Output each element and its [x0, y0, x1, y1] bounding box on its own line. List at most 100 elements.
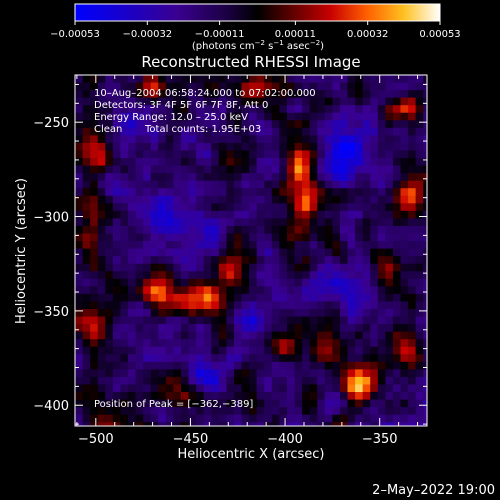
- heatmap-cell: [415, 112, 424, 121]
- heatmap-cell: [423, 158, 427, 167]
- heatmap-cell: [392, 392, 402, 401]
- heatmap-cell: [105, 324, 114, 333]
- heatmap-cell: [150, 384, 159, 393]
- heatmap-cell: [90, 331, 99, 340]
- heatmap-cell: [188, 120, 197, 129]
- heatmap-cell: [188, 278, 197, 287]
- heatmap-cell: [385, 271, 394, 280]
- heatmap-cell: [385, 278, 394, 287]
- heatmap-cell: [279, 361, 288, 370]
- heatmap-cell: [196, 384, 205, 393]
- heatmap-cell: [377, 399, 386, 408]
- heatmap-cell: [408, 263, 417, 272]
- heatmap-cell: [127, 180, 137, 189]
- heatmap-cell: [158, 218, 167, 227]
- heatmap-cell: [112, 150, 122, 159]
- heatmap-cell: [347, 263, 356, 272]
- heatmap-cell: [180, 376, 190, 386]
- heatmap-cell: [105, 316, 114, 325]
- heatmap-cell: [400, 188, 409, 197]
- heatmap-cell: [165, 233, 175, 242]
- heatmap-cell: [392, 271, 402, 280]
- heatmap-cell: [347, 225, 356, 235]
- heatmap-cell: [286, 210, 296, 220]
- heatmap-cell: [415, 188, 424, 197]
- heatmap-cell: [127, 188, 137, 197]
- heatmap-cell: [218, 354, 227, 363]
- heatmap-cell: [400, 316, 409, 325]
- heatmap-cell: [400, 97, 409, 106]
- heatmap-cell: [400, 180, 409, 189]
- heatmap-cell: [309, 195, 318, 204]
- heatmap-cell: [355, 339, 364, 348]
- heatmap-cell: [347, 233, 356, 242]
- heatmap-cell: [97, 165, 106, 174]
- heatmap-cell: [82, 256, 91, 265]
- heatmap-cell: [370, 369, 379, 378]
- heatmap-cell: [400, 309, 409, 318]
- heatmap-cell: [180, 241, 190, 250]
- heatmap-cell: [233, 369, 243, 378]
- heatmap-cell: [226, 369, 235, 378]
- heatmap-cell: [241, 225, 250, 235]
- heatmap-cell: [150, 150, 159, 159]
- heatmap-cell: [196, 90, 205, 99]
- heatmap-cell: [233, 165, 243, 174]
- heatmap-cell: [90, 422, 99, 426]
- heatmap-cell: [75, 165, 84, 174]
- heatmap-cell: [339, 316, 349, 325]
- heatmap-cell: [188, 293, 197, 303]
- heatmap-cell: [362, 90, 371, 99]
- heatmap-cell: [271, 112, 280, 121]
- heatmap-cell: [120, 369, 129, 378]
- heatmap-cell: [400, 407, 409, 416]
- heatmap-cell: [264, 354, 273, 363]
- heatmap-cell: [286, 346, 296, 355]
- heatmap-cell: [256, 384, 265, 393]
- heatmap-cell: [400, 422, 409, 426]
- heatmap-cell: [309, 135, 318, 144]
- heatmap-cell: [249, 210, 258, 220]
- heatmap-cell: [211, 384, 220, 393]
- heatmap-cell: [279, 203, 288, 212]
- heatmap-cell: [264, 75, 273, 84]
- heatmap-cell: [332, 82, 341, 91]
- heatmap-cell: [408, 331, 417, 340]
- heatmap-cell: [196, 392, 205, 401]
- heatmap-cell: [226, 399, 235, 408]
- heatmap-cell: [392, 180, 402, 189]
- heatmap-cell: [82, 233, 91, 242]
- heatmap-cell: [158, 331, 167, 340]
- heatmap-cell: [97, 316, 106, 325]
- heatmap-cell: [203, 241, 212, 250]
- heatmap-cell: [264, 422, 273, 426]
- heatmap-cell: [347, 422, 356, 426]
- heatmap-cell: [423, 127, 427, 136]
- heatmap-cell: [226, 293, 235, 303]
- heatmap-cell: [90, 407, 99, 416]
- heatmap-cell: [423, 301, 427, 310]
- heatmap-cell: [317, 142, 326, 152]
- heatmap-cell: [377, 75, 386, 84]
- heatmap-cell: [392, 309, 402, 318]
- heatmap-cell: [241, 158, 250, 167]
- heatmap-cell: [173, 180, 182, 189]
- heatmap-cell: [165, 105, 175, 114]
- heatmap-cell: [218, 301, 227, 310]
- heatmap-cell: [423, 142, 427, 152]
- heatmap-cell: [332, 293, 341, 303]
- heatmap-cell: [165, 369, 175, 378]
- heatmap-cell: [249, 339, 258, 348]
- heatmap-cell: [355, 256, 364, 265]
- heatmap-cell: [90, 120, 99, 129]
- heatmap-cell: [173, 82, 182, 91]
- heatmap-cell: [370, 354, 379, 363]
- heatmap-cell: [347, 75, 356, 84]
- heatmap-cell: [120, 286, 129, 295]
- heatmap-cell: [423, 195, 427, 204]
- heatmap-cell: [196, 75, 205, 84]
- heatmap-cell: [188, 75, 197, 84]
- heatmap-cell: [377, 278, 386, 287]
- heatmap-cell: [211, 218, 220, 227]
- heatmap-cell: [90, 158, 99, 167]
